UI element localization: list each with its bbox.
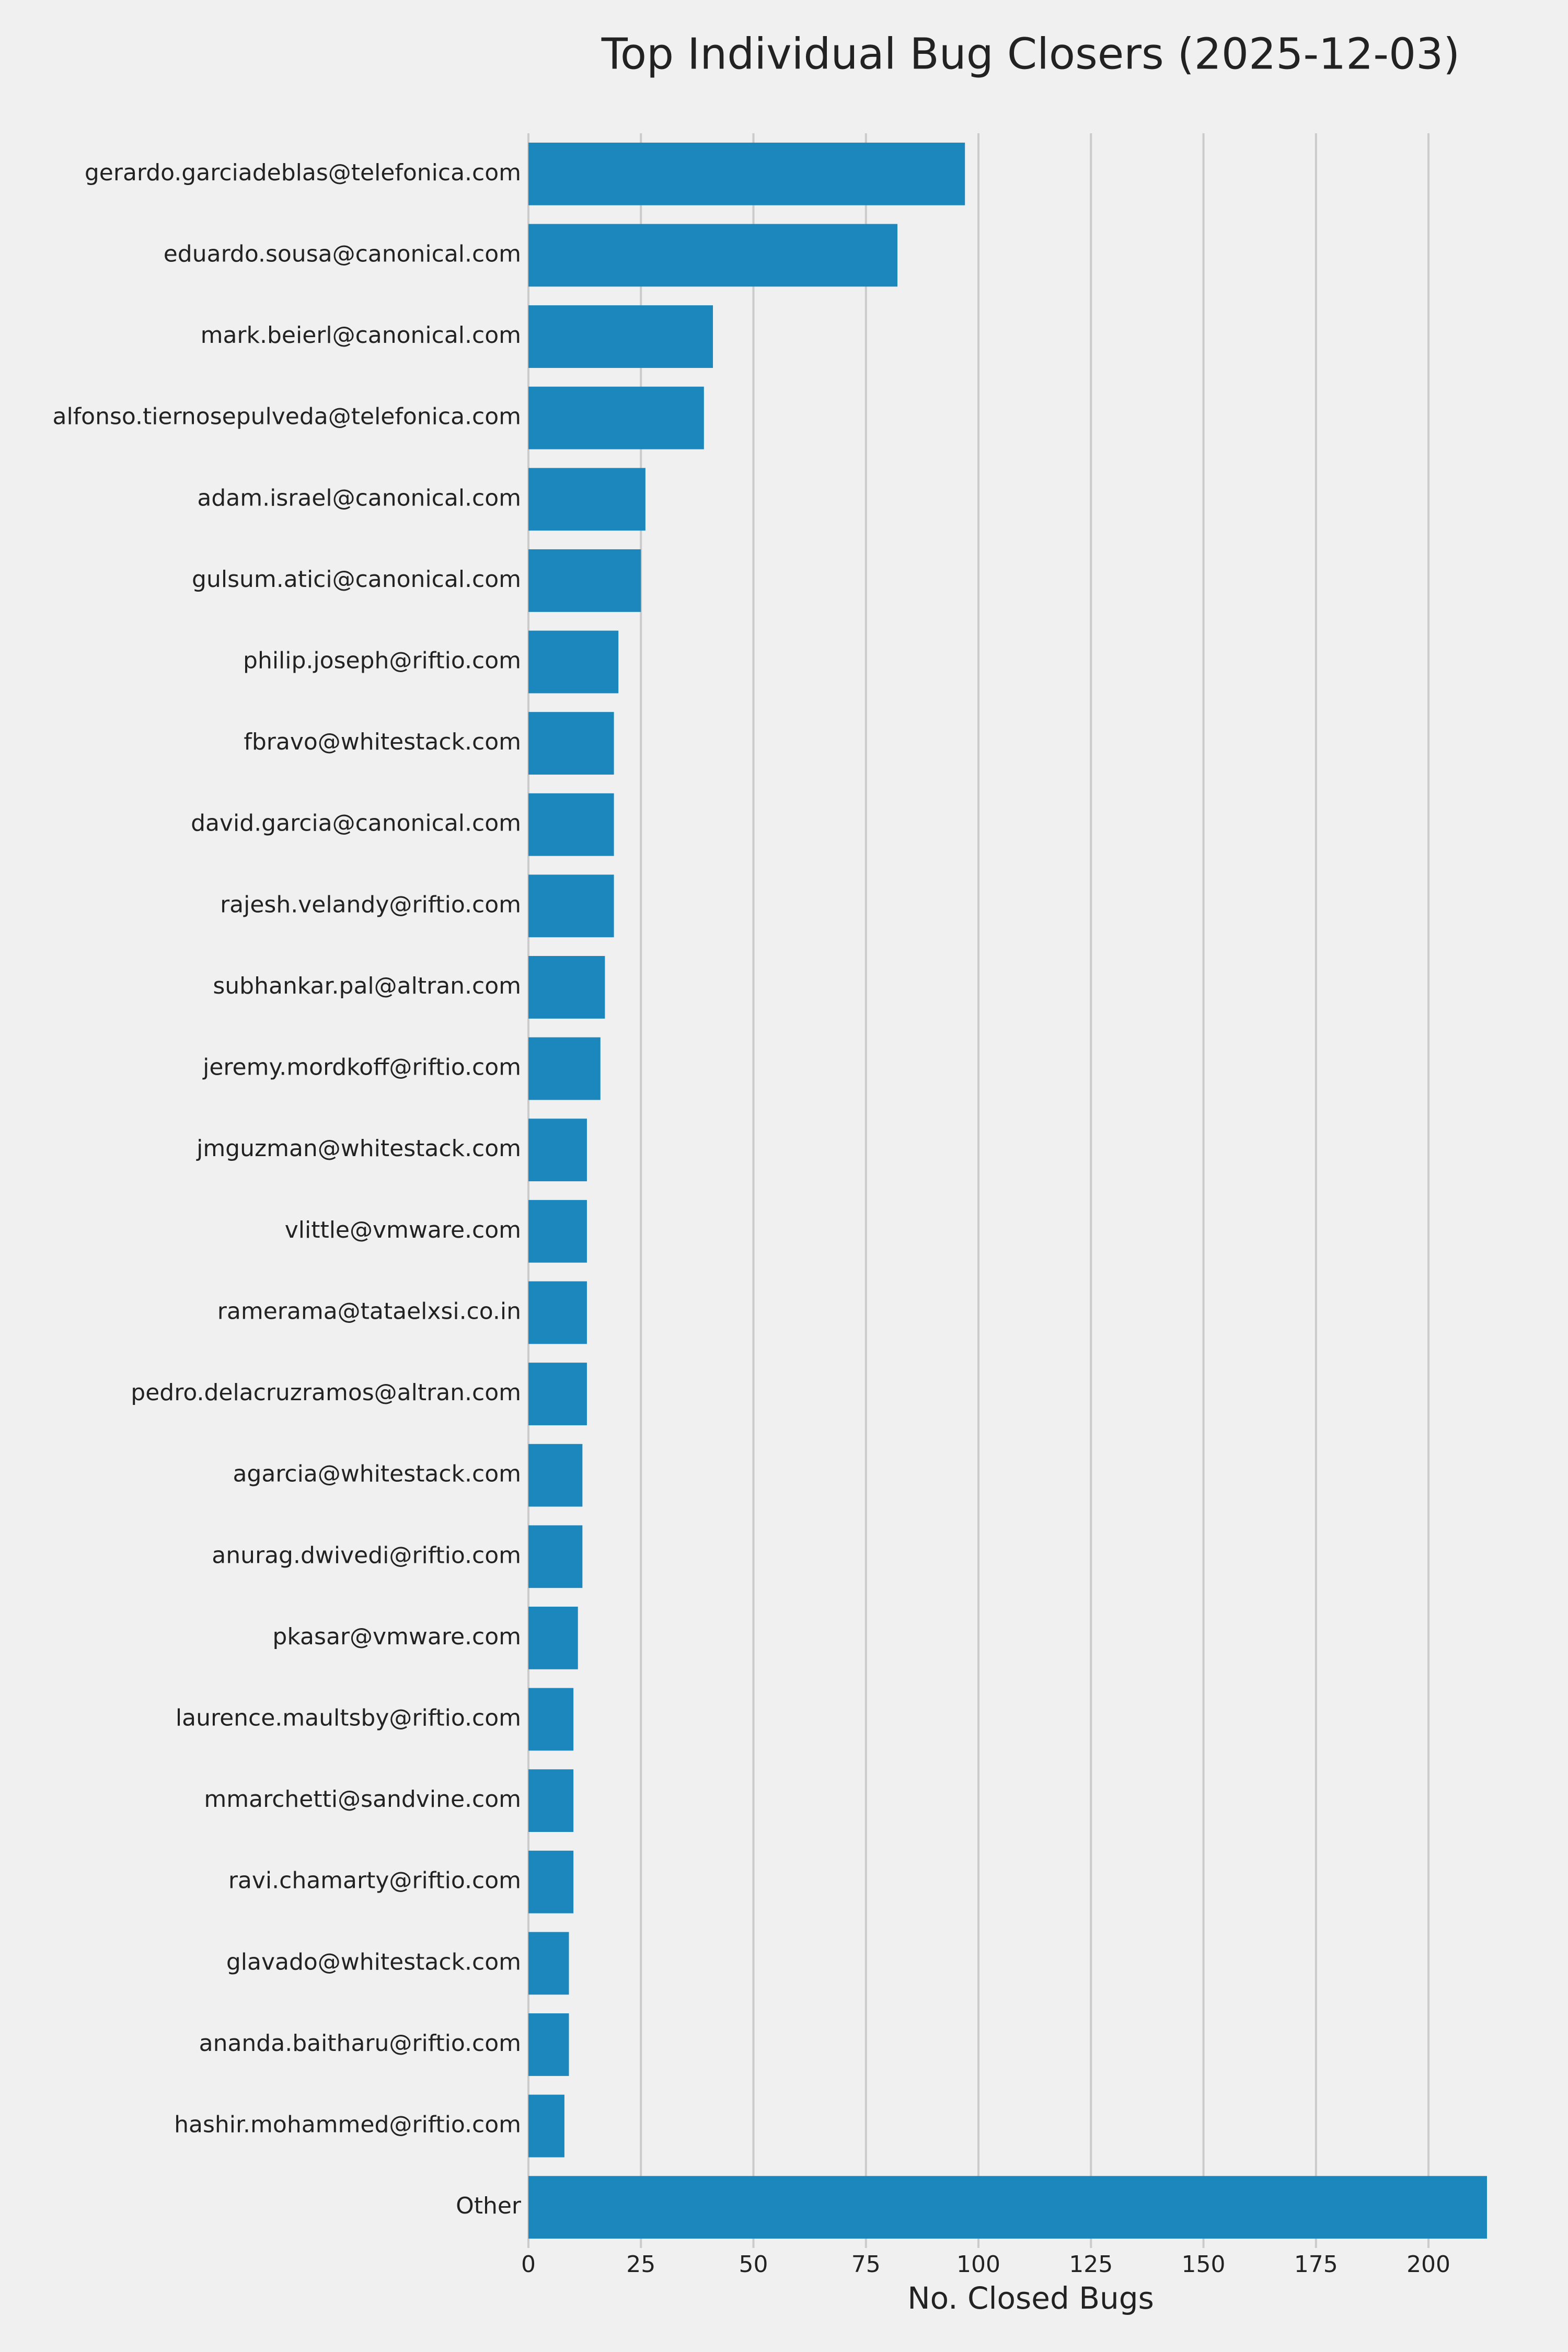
y-tick-label: alfonso.tiernosepulveda@telefonica.com xyxy=(53,403,522,430)
x-tick-label: 75 xyxy=(851,2251,881,2278)
bar xyxy=(528,1769,574,1832)
chart-title: Top Individual Bug Closers (2025-12-03) xyxy=(601,29,1460,79)
y-tick-label: david.garcia@canonical.com xyxy=(191,810,521,837)
y-tick-label: gulsum.atici@canonical.com xyxy=(192,566,521,593)
bar xyxy=(528,712,614,775)
y-tick-label: fbravo@whitestack.com xyxy=(244,729,521,755)
bar xyxy=(528,1525,583,1588)
bar xyxy=(528,874,614,938)
bar xyxy=(528,1281,587,1344)
bar xyxy=(528,1119,587,1182)
y-tick-label: rajesh.velandy@riftio.com xyxy=(220,891,521,918)
y-tick-label: jmguzman@whitestack.com xyxy=(196,1135,521,1162)
bar xyxy=(528,1200,587,1263)
x-axis-label: No. Closed Bugs xyxy=(907,2280,1154,2316)
y-tick-label: vlittle@vmware.com xyxy=(285,1217,521,1243)
y-tick-label: jeremy.mordkoff@riftio.com xyxy=(202,1054,521,1081)
y-tick-label: ananda.baitharu@riftio.com xyxy=(199,2030,521,2057)
y-tick-label: laurence.maultsby@riftio.com xyxy=(176,1705,521,1732)
y-tick-label: mark.beierl@canonical.com xyxy=(201,322,521,349)
bar xyxy=(528,1363,587,1425)
x-tick-label: 50 xyxy=(739,2251,768,2278)
y-tick-label: eduardo.sousa@canonical.com xyxy=(164,240,521,267)
y-tick-label: subhankar.pal@altran.com xyxy=(213,973,521,999)
y-tick-label: adam.israel@canonical.com xyxy=(197,485,521,511)
y-tick-label: mmarchetti@sandvine.com xyxy=(204,1786,521,1813)
bar xyxy=(528,630,619,694)
bar xyxy=(528,2094,564,2158)
x-tick-label: 200 xyxy=(1406,2251,1450,2278)
y-tick-label: ramerama@tataelxsi.co.in xyxy=(217,1298,521,1324)
y-tick-label: hashir.mohammed@riftio.com xyxy=(174,2112,521,2138)
y-tick-label: glavado@whitestack.com xyxy=(226,1949,521,1975)
x-tick-label: 100 xyxy=(956,2251,1000,2278)
y-tick-label: ravi.chamarty@riftio.com xyxy=(228,1867,521,1894)
y-tick-label: gerardo.garciadeblas@telefonica.com xyxy=(85,159,521,186)
bar xyxy=(528,1850,574,1913)
x-tick-label: 125 xyxy=(1069,2251,1113,2278)
bar xyxy=(528,2013,569,2076)
x-tick-label: 175 xyxy=(1294,2251,1338,2278)
bar xyxy=(528,2176,1487,2239)
y-tick-label: pedro.delacruzramos@altran.com xyxy=(131,1379,521,1406)
x-tick-label: 150 xyxy=(1182,2251,1226,2278)
y-tick-label: philip.joseph@riftio.com xyxy=(243,648,521,674)
bar xyxy=(528,305,713,368)
bar xyxy=(528,1444,583,1507)
bar xyxy=(528,549,641,612)
y-tick-label: Other xyxy=(456,2193,522,2219)
bar xyxy=(528,1037,601,1100)
bar xyxy=(528,386,704,449)
bar xyxy=(528,1688,574,1751)
bar xyxy=(528,956,605,1019)
x-tick-label: 0 xyxy=(521,2251,536,2278)
y-tick-label: pkasar@vmware.com xyxy=(272,1623,521,1650)
bar xyxy=(528,1606,578,1669)
y-tick-label: agarcia@whitestack.com xyxy=(233,1461,521,1488)
x-tick-label: 25 xyxy=(626,2251,655,2278)
bar xyxy=(528,224,898,287)
y-tick-label: anurag.dwivedi@riftio.com xyxy=(212,1542,521,1569)
bar xyxy=(528,468,645,531)
bar xyxy=(528,1932,569,1995)
bar xyxy=(528,142,965,205)
bar xyxy=(528,793,614,856)
